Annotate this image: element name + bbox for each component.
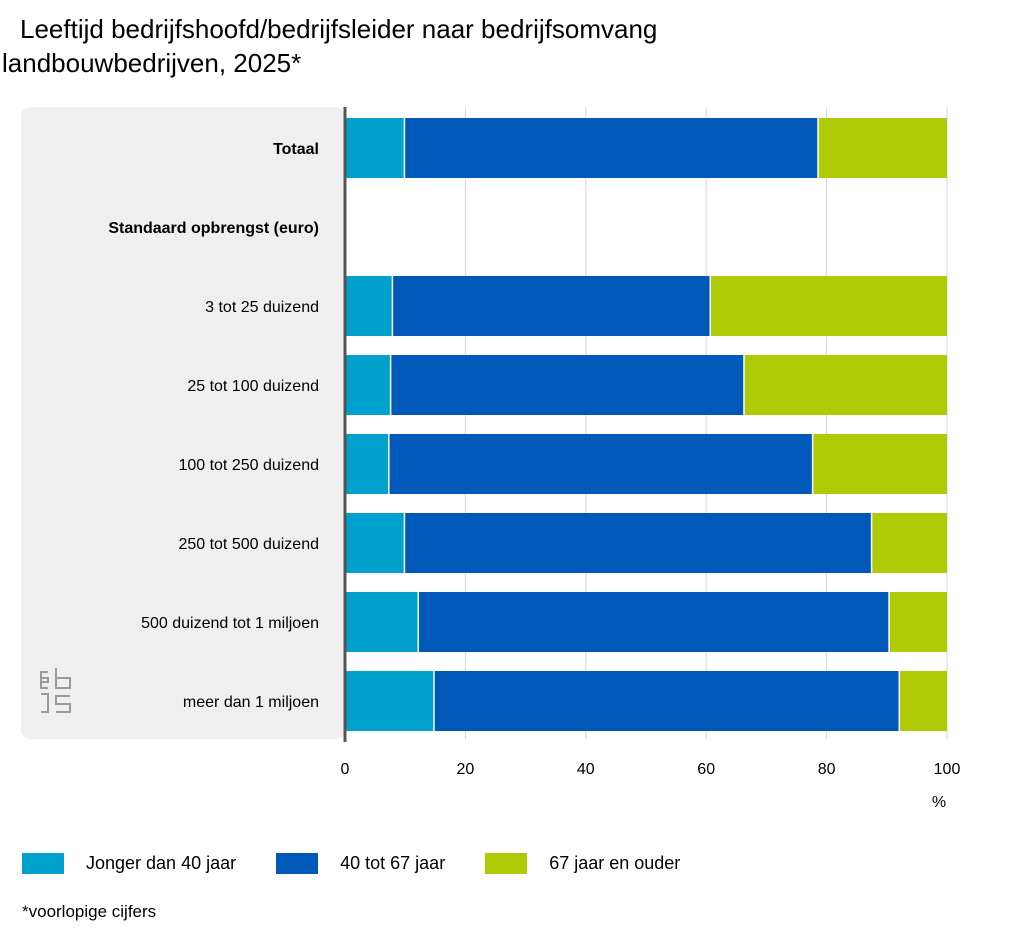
bar-young	[345, 671, 434, 731]
x-tick-label: 80	[818, 761, 836, 778]
cbs-logo-icon	[40, 668, 71, 713]
x-tick-label: 20	[457, 761, 475, 778]
chart-legend: Jonger dan 40 jaar 40 tot 67 jaar 67 jaa…	[22, 853, 720, 874]
bar-old	[872, 513, 947, 573]
x-tick-label: 60	[697, 761, 715, 778]
chart-title-line1: Leeftijd bedrijfshoofd/bedrijfsleider na…	[20, 14, 658, 44]
x-tick-label: 100	[934, 761, 961, 778]
legend-item-mid: 40 tot 67 jaar	[276, 853, 445, 874]
legend-label-old: 67 jaar en ouder	[549, 853, 681, 873]
bar-mid	[405, 513, 871, 573]
cbs-logo-stroke	[55, 668, 71, 689]
bar-mid	[434, 671, 899, 731]
bar-mid	[419, 592, 889, 652]
category-label: 3 tot 25 duizend	[205, 299, 319, 316]
x-tick-label: 0	[341, 761, 350, 778]
category-label: 100 tot 250 duizend	[178, 457, 319, 474]
legend-label-young: Jonger dan 40 jaar	[86, 853, 237, 873]
bar-old	[900, 671, 947, 731]
category-label: 500 duizend tot 1 miljoen	[141, 615, 319, 632]
bar-old	[813, 434, 947, 494]
legend-item-young: Jonger dan 40 jaar	[22, 853, 236, 874]
cbs-logo-stroke	[41, 693, 49, 713]
category-label: 250 tot 500 duizend	[178, 536, 319, 553]
bar-mid	[393, 276, 710, 336]
chart-title-line2: landbouwbedrijven, 2025*	[2, 48, 302, 78]
bar-young	[345, 513, 404, 573]
footnote: *voorlopige cijfers	[22, 902, 157, 921]
x-axis-label: %	[932, 794, 946, 811]
cbs-logo-stroke	[40, 671, 48, 689]
bar-young	[345, 592, 418, 652]
bar-old	[711, 276, 947, 336]
bar-young	[345, 355, 390, 415]
category-label: Totaal	[273, 141, 319, 158]
stacked-bar-chart: Totaal Standaard opbrengst (euro) 3 tot 25…	[21, 107, 961, 811]
bar-mid	[389, 434, 812, 494]
category-label: Standaard opbrengst (euro)	[108, 220, 319, 237]
bar-old	[889, 592, 947, 652]
legend-label-mid: 40 tot 67 jaar	[340, 853, 446, 873]
chart-title: Leeftijd bedrijfshoofd/bedrijfsleider na…	[0, 12, 1010, 80]
cbs-logo-stroke	[41, 677, 49, 683]
cbs-logo-stroke	[55, 695, 71, 713]
legend-swatch-old	[485, 853, 528, 874]
bar-young	[345, 276, 392, 336]
legend-item-old: 67 jaar en ouder	[485, 853, 680, 874]
category-label: 25 tot 100 duizend	[187, 378, 319, 395]
label-panel	[21, 107, 345, 739]
category-label: meer dan 1 miljoen	[183, 694, 319, 711]
bar-old	[818, 118, 947, 178]
bar-young	[345, 118, 404, 178]
x-tick-label: 40	[577, 761, 595, 778]
bar-mid	[391, 355, 744, 415]
legend-swatch-young	[22, 853, 64, 874]
legend-swatch-mid	[276, 853, 319, 874]
bar-young	[345, 434, 389, 494]
bar-old	[744, 355, 947, 415]
bar-mid	[405, 118, 818, 178]
